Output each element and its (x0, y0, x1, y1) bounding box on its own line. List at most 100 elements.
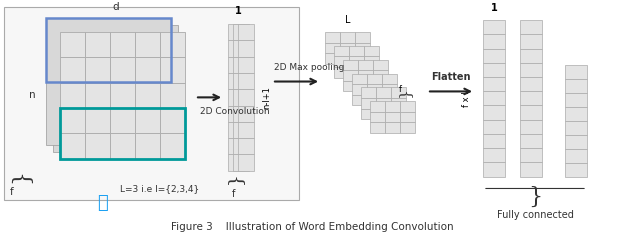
Bar (340, 32, 355, 43)
Bar (233, 24, 249, 40)
Bar (370, 123, 385, 133)
Text: {: { (397, 89, 411, 99)
Bar (370, 112, 385, 123)
Text: f x L: f x L (462, 89, 471, 107)
Text: n-l+1: n-l+1 (262, 86, 271, 109)
Bar (565, 163, 587, 177)
Bar (400, 101, 415, 112)
Text: d: d (112, 2, 119, 12)
Bar (370, 101, 385, 112)
Bar (233, 57, 249, 73)
Bar (238, 154, 254, 171)
Bar (160, 57, 185, 83)
Bar (110, 134, 135, 159)
Bar (364, 56, 379, 67)
Bar (520, 162, 542, 177)
Text: }: } (528, 185, 542, 208)
Bar (325, 53, 340, 64)
Bar (349, 56, 364, 67)
Bar (385, 112, 400, 123)
Text: {: { (225, 176, 243, 189)
Text: {: { (7, 174, 29, 188)
Bar (373, 81, 388, 91)
Text: f: f (399, 85, 402, 94)
Bar (60, 108, 85, 134)
Bar (340, 53, 355, 64)
Bar (233, 122, 249, 138)
Bar (565, 65, 587, 79)
Bar (238, 73, 254, 89)
Bar (238, 105, 254, 122)
Bar (373, 60, 388, 70)
Bar (4, 7, 299, 200)
Bar (367, 74, 382, 84)
Bar (60, 108, 185, 159)
Bar (520, 134, 542, 148)
Text: Flatten: Flatten (431, 72, 470, 82)
Bar (233, 40, 249, 57)
Bar (334, 46, 349, 56)
Bar (376, 88, 391, 98)
Bar (228, 73, 244, 89)
Bar (361, 109, 376, 119)
Bar (382, 95, 397, 105)
Bar (358, 70, 373, 81)
Bar (355, 32, 370, 43)
Bar (160, 32, 185, 57)
Bar (483, 63, 505, 77)
Bar (60, 134, 85, 159)
Bar (340, 43, 355, 53)
Bar (367, 95, 382, 105)
Bar (60, 32, 85, 57)
Bar (233, 105, 249, 122)
Bar (53, 25, 178, 152)
Bar (233, 154, 249, 171)
Bar (160, 108, 185, 134)
Bar (135, 83, 160, 108)
Bar (483, 34, 505, 49)
Text: f: f (10, 188, 14, 198)
Bar (85, 134, 110, 159)
Bar (343, 70, 358, 81)
Bar (343, 81, 358, 91)
Bar (400, 123, 415, 133)
Bar (325, 43, 340, 53)
Bar (343, 60, 358, 70)
Bar (382, 84, 397, 95)
Bar (364, 46, 379, 56)
Text: L=3 i.e l={2,3,4}: L=3 i.e l={2,3,4} (120, 184, 200, 193)
Bar (135, 32, 160, 57)
Bar (391, 109, 406, 119)
Bar (367, 84, 382, 95)
Bar (228, 122, 244, 138)
Bar (238, 40, 254, 57)
Bar (565, 149, 587, 163)
Bar (352, 84, 367, 95)
Bar (520, 34, 542, 49)
Bar (46, 18, 171, 145)
Bar (85, 32, 110, 57)
Bar (85, 108, 110, 134)
Bar (483, 105, 505, 120)
Bar (352, 95, 367, 105)
Bar (135, 134, 160, 159)
Bar (565, 107, 587, 121)
Bar (520, 120, 542, 134)
Bar (565, 135, 587, 149)
Text: Fully connected: Fully connected (497, 210, 573, 220)
Bar (355, 53, 370, 64)
Bar (565, 79, 587, 93)
Bar (238, 89, 254, 105)
Bar (391, 88, 406, 98)
Bar (238, 57, 254, 73)
Bar (135, 108, 160, 134)
Bar (400, 112, 415, 123)
Bar (228, 105, 244, 122)
Bar (355, 43, 370, 53)
Bar (520, 20, 542, 34)
Text: 1: 1 (490, 3, 497, 13)
Text: 1: 1 (235, 6, 241, 16)
Text: n: n (29, 90, 36, 100)
Bar (385, 101, 400, 112)
Bar (565, 93, 587, 107)
